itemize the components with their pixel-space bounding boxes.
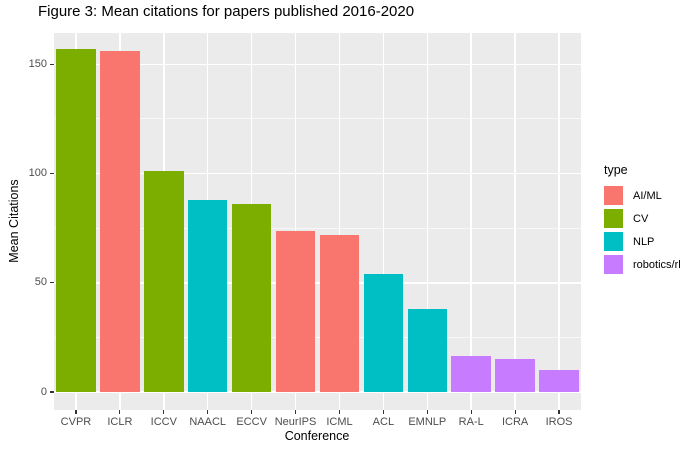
legend-key-nlp: [604, 232, 623, 251]
bar-emnlp: [407, 308, 448, 392]
gridline-horizontal-minor: [54, 227, 581, 229]
legend-entry-label: CV: [633, 212, 649, 225]
gridline-vertical: [514, 33, 516, 410]
gridline-horizontal-major: [54, 172, 581, 175]
legend-entry: AI/ML: [604, 186, 681, 205]
x-tick-mark: [75, 410, 77, 414]
bar-eccv: [231, 204, 272, 392]
bar-ra-l: [451, 355, 491, 392]
y-tick-mark: [50, 282, 54, 284]
legend-key-cv: [604, 209, 623, 228]
gridline-vertical: [294, 33, 297, 410]
x-tick-label: ICML: [326, 416, 353, 428]
x-tick-label: ICRA: [501, 416, 529, 428]
bar-iccv: [144, 171, 184, 392]
x-tick-mark: [207, 410, 209, 414]
gridline-vertical: [426, 33, 429, 410]
gridline-horizontal-minor: [54, 336, 581, 338]
legend-title: type: [604, 163, 628, 177]
x-tick-mark: [382, 410, 384, 414]
x-tick-label: EMNLP: [408, 416, 447, 428]
legend-entry: CV: [604, 209, 681, 228]
x-tick-label: RA-L: [458, 416, 484, 428]
x-tick-label: ACL: [372, 416, 395, 428]
bar-iros: [539, 370, 579, 392]
x-tick-mark: [163, 410, 165, 414]
y-tick-label: 150: [28, 57, 47, 70]
legend-entries: AI/ML CV NLP robotics/rl: [604, 186, 681, 274]
y-tick-label: 100: [28, 167, 47, 179]
legend-entry: NLP: [604, 232, 681, 251]
y-tick-label: 0: [40, 385, 47, 398]
bar-naacl: [187, 199, 228, 392]
legend-entry-label: AI/ML: [633, 189, 662, 202]
y-axis-title: Mean Citations: [7, 179, 21, 263]
gridline-horizontal-major: [54, 63, 581, 65]
gridline-vertical: [338, 33, 341, 410]
x-axis-title: Conference: [284, 429, 350, 443]
gridline-horizontal-major: [54, 391, 581, 393]
bar-icml: [319, 234, 360, 392]
gridline-vertical: [382, 33, 385, 410]
y-tick-label: 50: [34, 276, 47, 289]
x-tick-mark: [294, 410, 297, 414]
legend: type AI/ML CV NLP robotics/rl: [604, 163, 681, 278]
x-tick-label: NeurIPS: [274, 416, 317, 428]
y-tick-mark: [50, 391, 54, 393]
gridline-horizontal-minor: [54, 118, 581, 120]
x-tick-mark: [558, 410, 560, 414]
legend-key-ai-ml: [604, 186, 623, 205]
x-tick-mark: [338, 410, 341, 414]
x-tick-label: NAACL: [189, 416, 227, 428]
bar-cvpr: [56, 48, 96, 392]
x-tick-label: CVPR: [60, 416, 92, 428]
legend-entry-label: robotics/rl: [633, 258, 681, 271]
x-tick-label: ICCV: [150, 416, 177, 428]
bar-acl: [363, 274, 404, 392]
y-tick-mark: [50, 63, 54, 65]
bar-neurips: [275, 231, 316, 392]
legend-entry: robotics/rl: [604, 255, 681, 274]
x-tick-mark: [514, 410, 516, 414]
legend-entry-label: NLP: [633, 235, 655, 248]
legend-key-robotics-rl: [604, 255, 623, 274]
bar-iclr: [100, 51, 140, 392]
x-tick-mark: [470, 410, 472, 414]
x-tick-mark: [426, 410, 428, 414]
chart-title: Figure 3: Mean citations for papers publ…: [38, 3, 415, 20]
x-tick-label: ECCV: [236, 416, 267, 428]
y-tick-mark: [50, 172, 54, 175]
x-tick-mark: [119, 410, 121, 414]
plot-panel: [54, 33, 581, 410]
x-tick-label: IROS: [545, 416, 573, 428]
x-tick-mark: [251, 410, 253, 414]
x-tick-label: ICLR: [107, 416, 133, 428]
gridline-vertical: [558, 33, 560, 410]
bar-icra: [495, 359, 535, 392]
gridline-vertical: [470, 33, 472, 410]
gridline-horizontal-major: [54, 282, 581, 284]
